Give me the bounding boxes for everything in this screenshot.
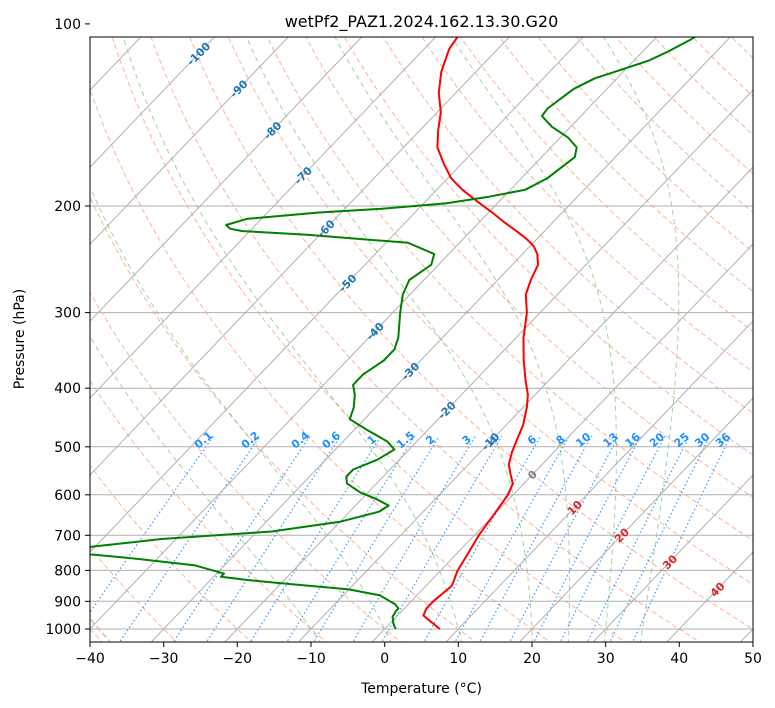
isotherm-gridline: [445, 320, 753, 642]
mixing-ratio-line: [381, 435, 503, 642]
dry-adiabat-line: [305, 37, 753, 498]
isotherm-gridline: [592, 474, 753, 642]
dry-adiabat-line: [227, 37, 753, 585]
x-tick-label: 20: [523, 651, 541, 667]
dry-adiabat-line: [266, 37, 753, 541]
mixing-ratio-line: [509, 435, 620, 642]
temperature-profile-line: [422, 37, 540, 630]
x-axis-ticks: −40 −30 −20 −10 0 10 20 30 40 50: [75, 642, 762, 667]
x-tick-label: −10: [296, 651, 326, 667]
isotherm-gridline: [518, 397, 753, 642]
y-tick-label: 600: [54, 488, 81, 504]
x-tick-label: 50: [744, 651, 762, 667]
isotherm-gridline: [224, 89, 753, 642]
y-tick-label: 900: [54, 594, 81, 610]
y-tick-label: 100: [54, 17, 81, 33]
mixing-ratio-line: [479, 435, 593, 642]
mixing-ratio-line: [286, 435, 416, 642]
dry-adiabat-line: [150, 37, 701, 642]
mixing-ratio-line: [533, 435, 642, 642]
chart-title: wetPf2_PAZ1.2024.162.13.30.G20: [285, 12, 559, 32]
y-tick-label: 400: [54, 381, 81, 397]
y-tick-label: 500: [54, 440, 81, 456]
dry-adiabat-line: [460, 37, 753, 333]
dry-adiabat-line: [90, 464, 253, 642]
y-tick-label: 200: [54, 199, 81, 215]
x-tick-label: 0: [380, 651, 389, 667]
x-axis-label: Temperature (°C): [360, 681, 482, 697]
y-tick-label: 1000: [45, 622, 81, 638]
mixing-ratio-line: [118, 435, 261, 642]
isotherm-gridline: [90, 37, 289, 245]
isotherm-gridline: [90, 37, 216, 168]
moist-adiabat-line: [451, 37, 617, 642]
isotherm-gridline: [150, 37, 731, 642]
y-axis-ticks: 100 200 300 400 500 600 700 800 900 1000: [45, 17, 90, 638]
mixing-ratio-line: [586, 435, 691, 642]
dry-adiabat-line: [90, 195, 477, 642]
isotherm-gridline: [90, 37, 363, 322]
mixing-ratio-line: [609, 435, 711, 642]
isotherm-gridline: [297, 166, 753, 642]
y-tick-label: 300: [54, 306, 81, 322]
x-tick-label: −20: [223, 651, 253, 667]
mixing-ratio-lines: [90, 435, 732, 642]
moist-adiabat-line: [122, 37, 463, 642]
mixing-ratio-line: [172, 435, 311, 642]
x-tick-label: −30: [149, 651, 179, 667]
y-tick-label: 800: [54, 563, 81, 579]
dry-adiabat-line: [343, 37, 753, 456]
dewpoint-profile-line: [90, 37, 697, 630]
mixing-ratio-line: [312, 435, 440, 642]
isotherm-gridline: [90, 37, 510, 476]
moist-adiabat-line: [90, 335, 321, 642]
y-tick-label: 700: [54, 528, 81, 544]
x-tick-label: 40: [670, 651, 688, 667]
x-tick-label: 30: [597, 651, 615, 667]
x-tick-label: −40: [75, 651, 105, 667]
moist-adiabat-line: [602, 37, 680, 642]
mixing-ratio-line: [249, 435, 382, 642]
isotherm-gridline: [371, 243, 753, 642]
dry-adiabat-line: [382, 37, 753, 414]
y-axis-label: Pressure (hPa): [12, 289, 28, 389]
mixing-ratio-line: [352, 435, 476, 642]
profile-series: [90, 37, 697, 630]
plot-frame: [89, 36, 754, 643]
isotherm-gridline: [90, 37, 437, 399]
mixing-ratio-line: [632, 435, 732, 642]
isotherm-gridline: [90, 37, 584, 553]
x-tick-label: 10: [449, 651, 467, 667]
mixing-ratio-line: [423, 435, 542, 642]
